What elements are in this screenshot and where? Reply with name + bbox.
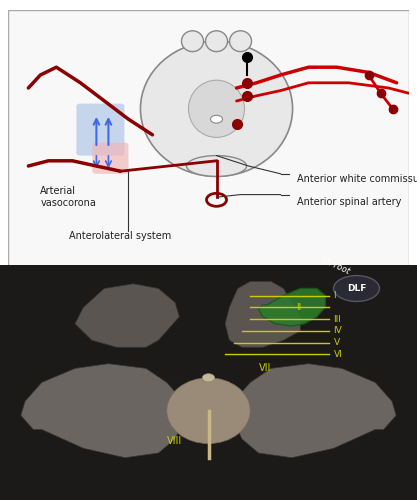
Text: II: II [296, 303, 301, 312]
Circle shape [334, 276, 379, 301]
FancyBboxPatch shape [93, 142, 128, 174]
Polygon shape [21, 364, 183, 458]
Polygon shape [234, 364, 396, 458]
Ellipse shape [186, 156, 246, 176]
Text: I: I [334, 291, 336, 300]
Polygon shape [259, 288, 325, 326]
Ellipse shape [141, 41, 293, 176]
Text: VII: VII [259, 363, 271, 373]
Text: V: V [334, 338, 340, 347]
Text: IV: IV [334, 326, 342, 336]
Ellipse shape [188, 80, 244, 138]
Circle shape [211, 116, 223, 123]
Text: Anterolateral system: Anterolateral system [69, 231, 171, 241]
Ellipse shape [167, 378, 250, 444]
Text: Arterial
vasocorona: Arterial vasocorona [40, 186, 96, 208]
Polygon shape [75, 284, 179, 347]
Ellipse shape [206, 31, 228, 52]
Text: DLF: DLF [347, 284, 366, 293]
FancyBboxPatch shape [76, 104, 124, 156]
Text: D. root: D. root [321, 256, 351, 276]
Text: Anterior white commissure: Anterior white commissure [296, 174, 417, 184]
Ellipse shape [202, 374, 215, 382]
Ellipse shape [229, 31, 251, 52]
Text: Anterior spinal artery: Anterior spinal artery [296, 198, 401, 207]
Text: VI: VI [334, 350, 342, 359]
Polygon shape [225, 282, 300, 347]
Ellipse shape [181, 31, 203, 52]
Text: III: III [334, 314, 342, 324]
Text: VIII: VIII [167, 436, 182, 446]
